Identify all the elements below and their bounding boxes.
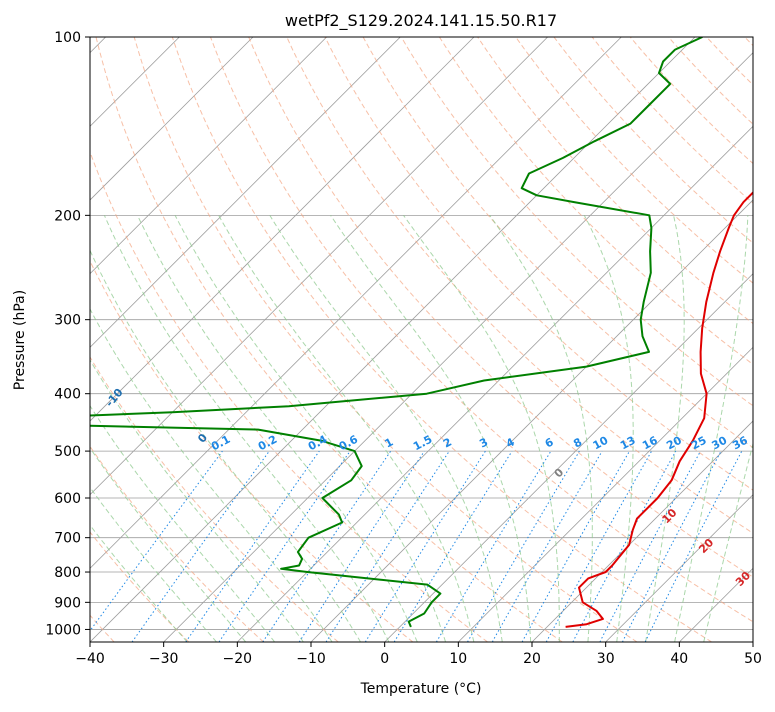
y-tick-label: 800 [54, 565, 81, 581]
x-tick-label: −20 [223, 651, 253, 667]
x-tick-label: 20 [523, 651, 541, 667]
chart-title: wetPf2_S129.2024.141.15.50.R17 [285, 11, 557, 31]
y-tick-label: 900 [54, 595, 81, 611]
x-tick-label: −30 [149, 651, 179, 667]
y-tick-label: 100 [54, 30, 81, 46]
x-tick-label: 40 [670, 651, 688, 667]
y-tick-label: 1000 [45, 622, 81, 638]
y-tick-label: 400 [54, 387, 81, 403]
x-tick-label: −40 [75, 651, 105, 667]
y-tick-label: 200 [54, 208, 81, 224]
x-tick-label: 50 [744, 651, 762, 667]
x-tick-label: 10 [449, 651, 467, 667]
x-tick-label: 30 [597, 651, 615, 667]
y-tick-label: 300 [54, 313, 81, 329]
x-axis-label: Temperature (°C) [360, 681, 482, 697]
y-tick-label: 600 [54, 491, 81, 507]
x-tick-label: −10 [296, 651, 326, 667]
x-tick-label: 0 [380, 651, 389, 667]
y-tick-label: 500 [54, 444, 81, 460]
y-tick-label: 700 [54, 531, 81, 547]
y-axis-label: Pressure (hPa) [12, 290, 28, 390]
